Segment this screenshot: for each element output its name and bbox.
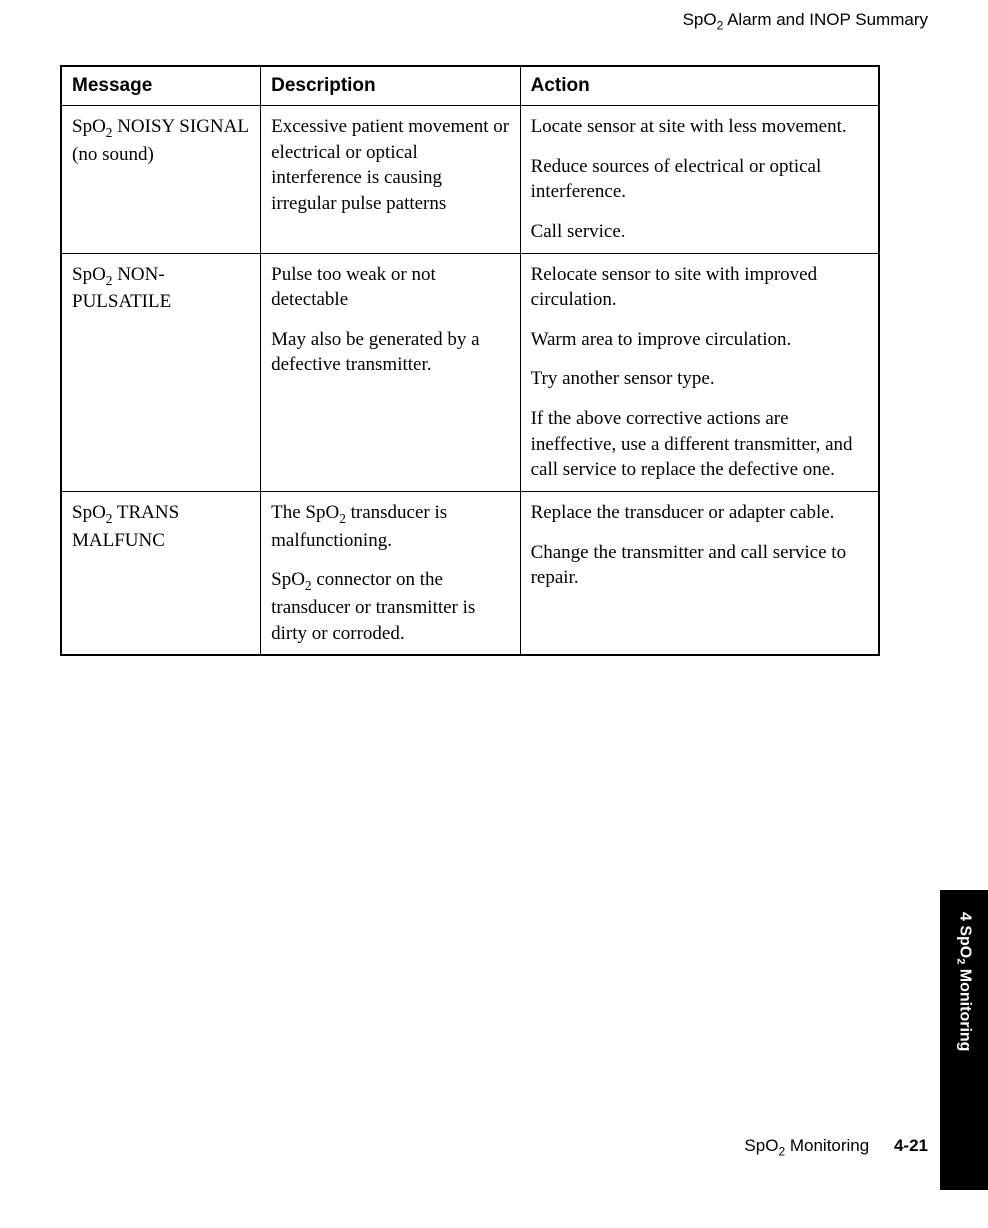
desc-para: Excessive patient movement or electrical…: [271, 114, 509, 217]
tab-label-post: Monitoring: [957, 964, 974, 1051]
action-para: If the above corrective actions are inef…: [531, 406, 868, 483]
desc-pre: SpO: [271, 569, 305, 590]
inop-summary-table: Message Description Action SpO2 NOISY SI…: [60, 65, 880, 656]
desc-sub: 2: [339, 511, 346, 526]
footer-label-pre: SpO: [744, 1136, 778, 1155]
cell-description: Excessive patient movement or electrical…: [261, 106, 520, 254]
msg-prefix: SpO: [72, 116, 106, 137]
action-para: Reduce sources of electrical or optical …: [531, 154, 868, 205]
desc-para: May also be generated by a defective tra…: [271, 327, 509, 378]
action-para: Call service.: [531, 219, 868, 245]
cell-message: SpO2 NON-PULSATILE: [61, 253, 261, 491]
chapter-side-tab: 4 SpO2 Monitoring: [940, 890, 988, 1190]
page-number: 4-21: [894, 1136, 928, 1155]
desc-para: Pulse too weak or not detectable: [271, 262, 509, 313]
msg-prefix: SpO: [72, 264, 106, 285]
tab-label-pre: SpO: [957, 925, 974, 958]
table-row: SpO2 TRANS MALFUNC The SpO2 transducer i…: [61, 492, 879, 656]
col-header-description: Description: [261, 66, 520, 106]
desc-para: SpO2 connector on the transducer or tran…: [271, 567, 509, 646]
header-suffix: Alarm and INOP Summary: [723, 10, 928, 29]
page-footer: SpO2 Monitoring 4-21: [744, 1136, 928, 1158]
page-header-title: SpO2 Alarm and INOP Summary: [683, 10, 928, 32]
cell-action: Replace the transducer or adapter cable.…: [520, 492, 879, 656]
cell-message: SpO2 NOISY SIGNAL (no sound): [61, 106, 261, 254]
cell-description: The SpO2 transducer is malfunctioning. S…: [261, 492, 520, 656]
action-para: Relocate sensor to site with improved ci…: [531, 262, 868, 313]
desc-para: The SpO2 transducer is malfunctioning.: [271, 500, 509, 553]
action-para: Locate sensor at site with less movement…: [531, 114, 868, 140]
action-para: Replace the transducer or adapter cable.: [531, 500, 868, 526]
action-para: Try another sensor type.: [531, 366, 868, 392]
table-header-row: Message Description Action: [61, 66, 879, 106]
cell-action: Relocate sensor to site with improved ci…: [520, 253, 879, 491]
col-header-message: Message: [61, 66, 261, 106]
tab-prefix: 4: [957, 912, 974, 925]
col-header-action: Action: [520, 66, 879, 106]
action-para: Warm area to improve circulation.: [531, 327, 868, 353]
table-row: SpO2 NOISY SIGNAL (no sound) Excessive p…: [61, 106, 879, 254]
cell-action: Locate sensor at site with less movement…: [520, 106, 879, 254]
msg-prefix: SpO: [72, 502, 106, 523]
desc-sub: 2: [305, 578, 312, 593]
side-tab-label: 4 SpO2 Monitoring: [954, 912, 973, 1051]
cell-message: SpO2 TRANS MALFUNC: [61, 492, 261, 656]
header-prefix: SpO: [683, 10, 717, 29]
table-row: SpO2 NON-PULSATILE Pulse too weak or not…: [61, 253, 879, 491]
desc-pre: The SpO: [271, 502, 339, 523]
footer-label-post: Monitoring: [785, 1136, 869, 1155]
cell-description: Pulse too weak or not detectable May als…: [261, 253, 520, 491]
action-para: Change the transmitter and call service …: [531, 540, 868, 591]
